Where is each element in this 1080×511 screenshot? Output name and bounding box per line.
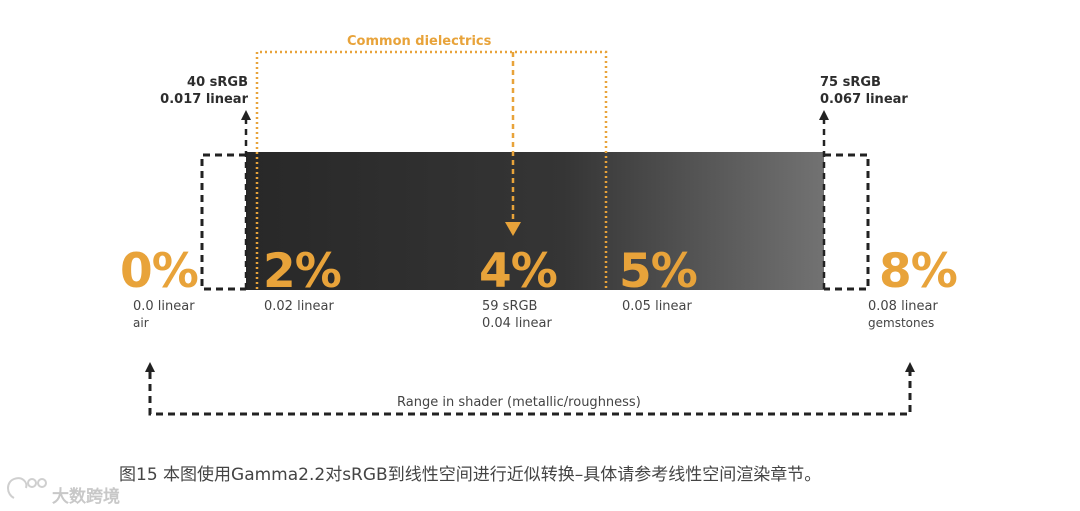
marker-2-line1: 0.02 linear — [264, 299, 334, 314]
figure-caption: 图15 本图使用Gamma2.2对sRGB到线性空间进行近似转换–具体请参考线性… — [119, 465, 822, 485]
marker-8-pct: 8% — [879, 244, 958, 299]
range-right-arrowhead — [905, 362, 915, 372]
watermark-text: 大数跨境 — [52, 487, 120, 507]
range-bracket — [148, 372, 912, 416]
marker-0-pct: 0% — [120, 244, 199, 299]
watermark-logo-icon — [7, 477, 47, 499]
right-top-srgb: 75 sRGB — [820, 75, 881, 90]
marker-5-pct: 5% — [619, 244, 698, 299]
left-top-linear: 0.017 linear — [160, 92, 248, 107]
marker-4-line1: 59 sRGB — [482, 299, 538, 314]
dielectrics-title: Common dielectrics — [347, 34, 492, 49]
left-top-srgb: 40 sRGB — [187, 75, 248, 90]
right-dashed-box — [824, 153, 870, 291]
dielectrics-down-arrowhead — [505, 222, 521, 236]
marker-4-pct: 4% — [479, 244, 558, 299]
right-top-linear: 0.067 linear — [820, 92, 908, 107]
marker-8-line1: 0.08 linear — [868, 299, 938, 314]
marker-0-line2: air — [133, 316, 149, 330]
marker-5-line1: 0.05 linear — [622, 299, 692, 314]
dielectrics-bracket — [255, 50, 608, 289]
marker-8-line2: gemstones — [868, 316, 935, 330]
marker-2-pct: 2% — [263, 244, 342, 299]
left-up-arrowhead — [241, 110, 251, 120]
range-left-arrowhead — [145, 362, 155, 372]
marker-4-line2: 0.04 linear — [482, 316, 552, 331]
marker-0-line1: 0.0 linear — [133, 299, 195, 314]
right-up-arrowhead — [819, 110, 829, 120]
range-label: Range in shader (metallic/roughness) — [397, 395, 641, 410]
gradient-bar — [246, 152, 824, 290]
left-dashed-box — [200, 153, 246, 291]
